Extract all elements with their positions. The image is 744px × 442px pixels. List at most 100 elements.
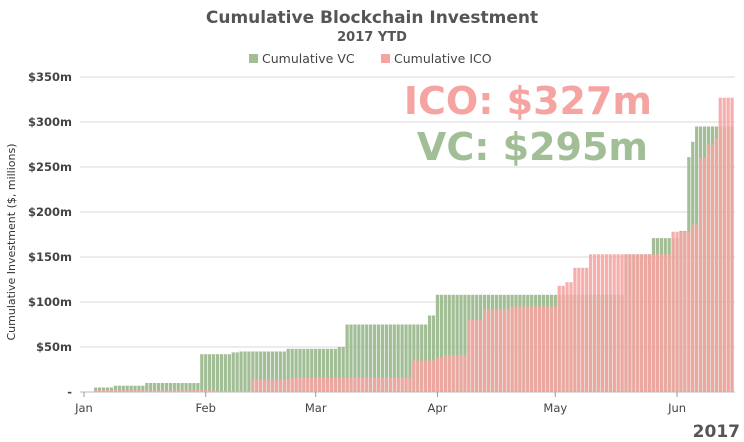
ico-bar <box>369 377 373 392</box>
vc-bar <box>196 383 200 392</box>
ico-bar <box>117 390 121 392</box>
vc-bar <box>168 383 172 392</box>
ico-bar <box>109 390 114 392</box>
ico-bar <box>94 390 98 392</box>
ico-bar <box>176 390 180 392</box>
ico-bar <box>671 231 675 392</box>
vc-bar <box>129 385 133 392</box>
ico-bar <box>451 355 455 392</box>
ico-bar <box>502 309 506 392</box>
ico-bar <box>435 357 440 392</box>
vc-bar <box>298 348 302 392</box>
vc-bar <box>459 294 463 392</box>
vc-bar <box>231 352 235 392</box>
ico-bar <box>514 306 518 392</box>
ico-bar <box>137 390 141 392</box>
vc-bar <box>259 351 263 392</box>
vc-bar <box>337 347 341 392</box>
ico-bar <box>730 97 734 392</box>
ico-bar <box>675 231 679 392</box>
ico-bar <box>125 390 129 392</box>
ico-bar <box>577 267 581 392</box>
ico-bar <box>412 360 416 392</box>
legend-swatch-vc <box>249 54 258 63</box>
vc-bar <box>373 324 377 392</box>
ico-bar <box>479 320 483 392</box>
vc-bar <box>290 348 294 392</box>
ico-bar <box>447 355 451 392</box>
legend-swatch-ico <box>381 54 390 63</box>
ico-bar <box>722 97 726 392</box>
ico-bar <box>581 267 585 392</box>
ico-bar <box>718 97 722 392</box>
y-tick-label: $150m <box>28 250 72 264</box>
ico-bar <box>679 231 683 392</box>
ico-bar <box>420 360 424 392</box>
ico-bar <box>608 254 612 392</box>
series-ico-bars <box>94 97 734 392</box>
ico-bar <box>337 377 341 392</box>
vc-bar <box>239 351 243 392</box>
legend-label-ico: Cumulative ICO <box>394 51 492 66</box>
vc-bar <box>105 387 110 392</box>
ico-bar <box>306 377 310 392</box>
vc-bar <box>215 354 220 392</box>
ico-bar <box>266 379 271 392</box>
ico-bar <box>160 390 165 392</box>
ico-bar <box>537 306 542 392</box>
ico-bar <box>647 254 652 392</box>
vc-bar <box>463 294 467 392</box>
ico-bar <box>164 390 169 392</box>
ico-bar <box>113 390 117 392</box>
y-tick-label: $200m <box>28 205 72 219</box>
vc-bar <box>345 324 349 392</box>
ico-bar <box>640 254 644 392</box>
ico-bar <box>569 282 573 392</box>
vc-bar <box>255 351 259 392</box>
vc-bar <box>396 324 400 392</box>
ico-bar <box>329 377 334 392</box>
ico-bar <box>302 377 306 392</box>
ico-bar <box>361 377 365 392</box>
x-tick-label: Jan <box>74 401 93 415</box>
ico-bar <box>714 138 718 392</box>
vc-bar <box>310 348 314 392</box>
ico-bar <box>396 377 400 392</box>
ico-bar <box>644 254 648 392</box>
ico-bar <box>349 377 353 392</box>
ico-bar <box>314 377 318 392</box>
y-tick-label: $350m <box>28 70 72 84</box>
ico-bar <box>510 306 514 392</box>
vc-bar <box>188 383 192 392</box>
y-axis-ticks: - $50m $100m $150m $200m $250m $300m $350m <box>28 70 72 399</box>
ico-bar <box>439 357 443 392</box>
vc-bar <box>251 351 255 392</box>
ico-bar <box>459 355 463 392</box>
x-tick-label: Jun <box>667 401 686 415</box>
ico-bar <box>604 254 608 392</box>
ico-bar <box>188 390 192 392</box>
vc-bar <box>357 324 361 392</box>
ico-bar <box>467 320 471 392</box>
ico-bar <box>263 379 267 392</box>
ico-bar <box>616 254 620 392</box>
ico-bar <box>573 267 577 392</box>
ico-bar <box>353 377 357 392</box>
ico-bar <box>192 390 196 392</box>
ico-bar <box>141 390 145 392</box>
vc-bar <box>176 383 180 392</box>
vc-bar <box>137 385 141 392</box>
ico-bar <box>101 390 106 392</box>
legend-label-vc: Cumulative VC <box>262 51 355 66</box>
ico-bar <box>687 231 691 392</box>
ico-bar <box>636 254 640 392</box>
x-tick-label: May <box>543 401 567 415</box>
vc-bar <box>149 383 153 392</box>
vc-bar <box>412 324 416 392</box>
vc-bar <box>223 354 227 392</box>
vc-bar <box>263 351 267 392</box>
vc-bar <box>455 294 459 392</box>
ico-bar <box>400 377 404 392</box>
vc-bar <box>266 351 271 392</box>
